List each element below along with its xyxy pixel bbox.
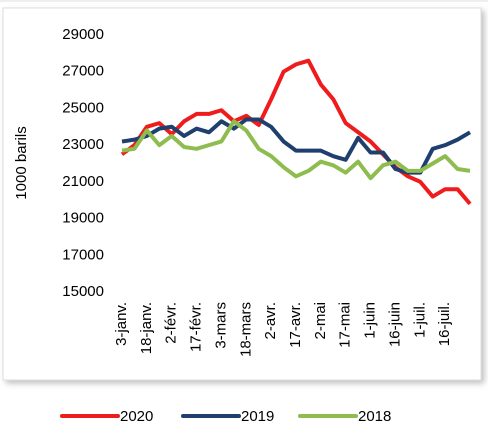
series-line xyxy=(121,119,471,181)
y-tick-label: 17000 xyxy=(62,246,104,263)
legend-label: 2019 xyxy=(241,408,274,425)
x-tick-label: 2-févr. xyxy=(163,302,180,344)
x-tick-label: 17-mai xyxy=(337,302,354,348)
chart-frame xyxy=(2,7,482,381)
y-tick-label: 15000 xyxy=(62,283,104,300)
x-tick-label: 18-mars xyxy=(237,302,254,357)
x-tick-label: 2-mai xyxy=(312,302,329,340)
x-tick-label: 1-juin xyxy=(362,302,379,339)
x-tick-label: 17-févr. xyxy=(188,302,205,352)
series-line xyxy=(120,58,472,206)
y-tick-label: 23000 xyxy=(62,136,104,153)
legend-label: 2020 xyxy=(120,408,153,425)
y-tick-label: 21000 xyxy=(62,173,104,190)
y-axis-label: 1000 barils xyxy=(13,126,30,199)
y-tick-label: 19000 xyxy=(62,210,104,227)
y-tick-label: 25000 xyxy=(62,99,104,116)
legend-label: 2018 xyxy=(358,408,391,425)
y-tick-label: 29000 xyxy=(62,26,104,43)
x-tick-label: 17-avr. xyxy=(287,302,304,348)
x-tick-label: 1-juil. xyxy=(411,302,428,338)
x-tick-label: 2-avr. xyxy=(262,302,279,340)
x-tick-label: 16-juil. xyxy=(436,302,453,346)
x-tick-label: 16-juin xyxy=(386,302,403,347)
y-tick-label: 27000 xyxy=(62,63,104,80)
x-tick-label: 18-janv. xyxy=(138,302,155,354)
x-tick-label: 3-janv. xyxy=(113,302,130,346)
x-tick-label: 3-mars xyxy=(212,302,229,349)
